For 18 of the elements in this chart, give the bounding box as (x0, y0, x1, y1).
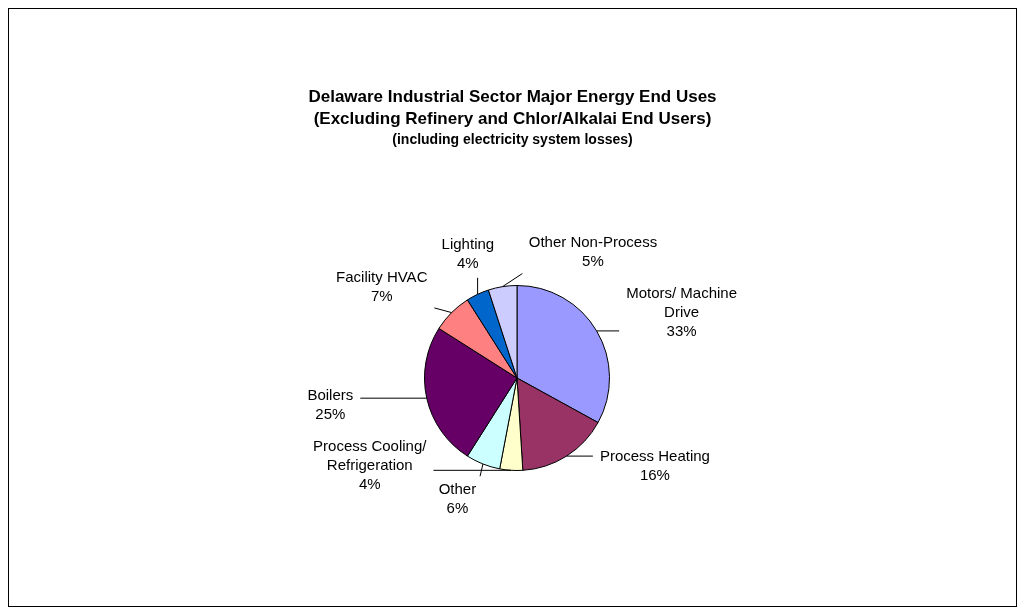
data-label: 7% (370, 287, 393, 305)
slice-label: Process Heating (599, 446, 710, 464)
slice-label: Boilers (307, 386, 354, 404)
slice-label: Lighting (441, 235, 495, 253)
chart-subtitle: (including electricity system losses) (391, 131, 634, 147)
slice-label: Facility HVAC (336, 268, 428, 286)
data-label: 4% (358, 474, 381, 492)
data-label: 5% (582, 251, 604, 269)
data-label: 25% (315, 405, 346, 423)
slice-label: Other (438, 479, 477, 497)
slice-label: Process Cooling/ Refrigeration (313, 436, 428, 473)
data-label: 16% (639, 465, 670, 483)
data-label: 33% (666, 322, 697, 340)
data-label: 4% (457, 254, 479, 272)
chart-title: Delaware Industrial Sector Major Energy End Uses (Excluding Refinery and Chlor/Alkalai End Users) (307, 86, 718, 130)
slice-label: Other Non-Process (528, 232, 658, 250)
data-label: 6% (446, 498, 469, 516)
slice-label: Motors/ Machine Drive (626, 284, 738, 321)
